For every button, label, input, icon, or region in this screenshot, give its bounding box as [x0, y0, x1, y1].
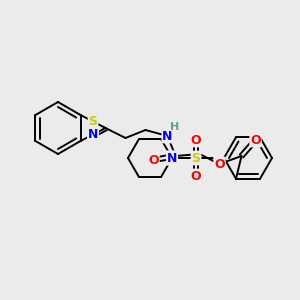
Text: H: H [170, 122, 179, 132]
Text: O: O [191, 134, 201, 146]
Text: O: O [250, 134, 261, 146]
Text: N: N [162, 130, 173, 142]
Text: O: O [214, 158, 225, 170]
Text: S: S [191, 152, 200, 164]
Text: O: O [148, 154, 159, 166]
Text: N: N [167, 152, 177, 164]
Text: N: N [167, 152, 177, 164]
Text: S: S [88, 115, 98, 128]
Text: N: N [88, 128, 98, 141]
Text: O: O [191, 169, 201, 182]
